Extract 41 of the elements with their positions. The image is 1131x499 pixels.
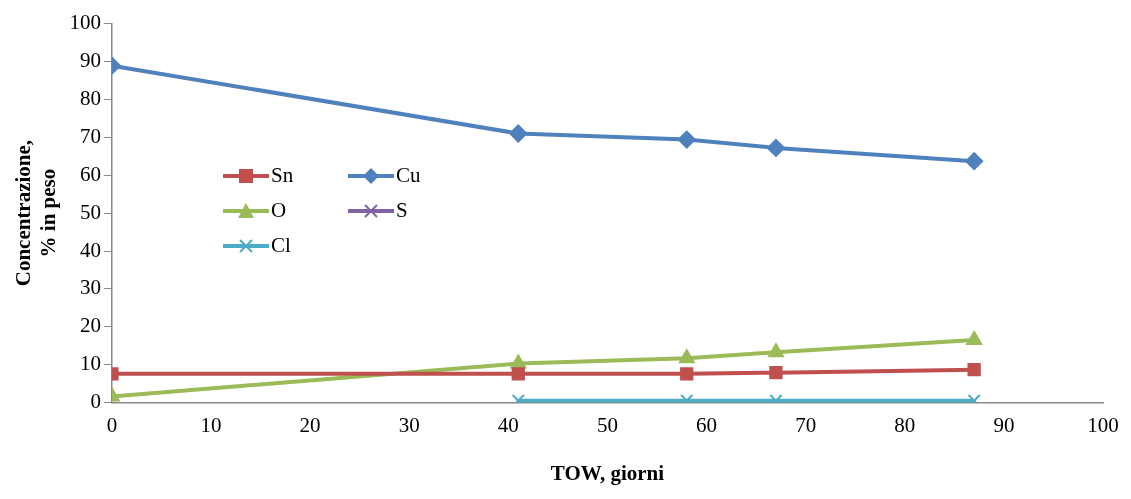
point: [678, 349, 695, 364]
y-tick-label: 50: [79, 199, 101, 224]
y-axis-title: Concentrazione, % in peso: [11, 139, 61, 287]
x-axis-title: TOW, giorni: [550, 460, 665, 485]
point: [680, 367, 694, 381]
y-tick-label: 90: [79, 48, 101, 73]
legend-label: Sn: [271, 163, 294, 188]
y-tick-label: 80: [79, 85, 101, 110]
point: [509, 124, 528, 143]
x-tick-label: 80: [894, 412, 916, 437]
y-tick-label: 100: [69, 10, 101, 35]
point: [769, 366, 783, 380]
point: [967, 362, 981, 377]
x-tick-label: 20: [299, 412, 321, 437]
y-tick-label: 70: [79, 123, 101, 148]
x-tick-label: 70: [795, 412, 817, 437]
y-tick-label: 0: [90, 389, 101, 414]
point: [677, 130, 696, 149]
point: [511, 367, 525, 381]
y-tick-label: 20: [79, 313, 101, 338]
point: [965, 152, 984, 171]
x-tick-label: 60: [696, 412, 718, 437]
legend-label: O: [271, 198, 287, 223]
point: [768, 343, 784, 358]
y-tick-label: 60: [79, 161, 101, 186]
legend-label: Cu: [396, 163, 421, 188]
point: [766, 138, 785, 157]
y-tick-label: 40: [79, 237, 101, 262]
x-tick-label: 50: [596, 412, 618, 437]
point: [510, 354, 527, 369]
legend-label: Cl: [271, 233, 291, 258]
x-tick-label: 100: [1087, 412, 1119, 437]
x-tick-label: 40: [497, 412, 519, 437]
point: [966, 331, 983, 346]
y-tick-label: 30: [79, 275, 101, 300]
x-tick-label: 90: [993, 412, 1015, 437]
x-tick-label: 0: [106, 412, 118, 437]
x-tick-label: 10: [200, 412, 222, 437]
x-tick-label: 30: [398, 412, 420, 437]
legend-label: S: [396, 198, 408, 223]
y-tick-label: 10: [79, 351, 101, 376]
